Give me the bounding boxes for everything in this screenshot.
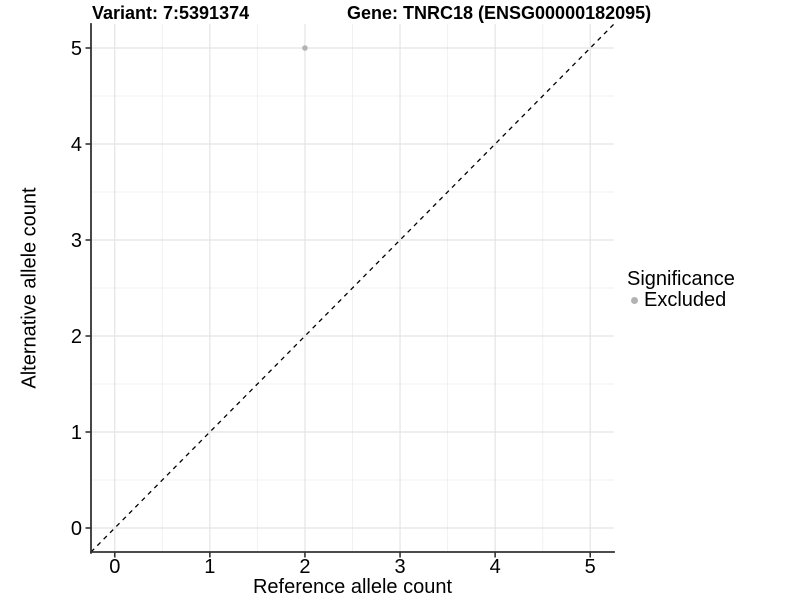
y-tick-label: 2: [71, 326, 82, 348]
legend-item-excluded: Excluded: [627, 288, 735, 311]
y-tick-label: 4: [71, 134, 82, 156]
legend-title: Significance: [627, 268, 735, 290]
x-tick-label: 0: [109, 556, 120, 578]
x-tick-label: 4: [490, 556, 501, 578]
x-axis-title: Reference allele count: [252, 576, 452, 598]
y-tick-label: 5: [71, 38, 82, 60]
identity-reference-line: [90, 23, 615, 553]
plot-title-gene: Gene: TNRC18 (ENSG00000182095): [347, 3, 652, 23]
legend: Significance Excluded: [627, 268, 735, 311]
x-tick-label: 1: [204, 556, 215, 578]
x-tick-label: 3: [394, 556, 405, 578]
data-point: [302, 45, 308, 51]
y-axis-title: Alternative allele count: [18, 187, 41, 389]
legend-item-label: Excluded: [644, 288, 727, 311]
y-tick-label: 3: [71, 230, 82, 252]
legend-point-icon: [631, 296, 638, 304]
x-tick-label: 5: [585, 556, 596, 578]
y-tick-label: 1: [71, 422, 82, 444]
x-tick-label: 2: [299, 556, 310, 578]
plot-title-variant: Variant: 7:5391374: [92, 3, 250, 23]
y-tick-label: 0: [71, 518, 82, 540]
